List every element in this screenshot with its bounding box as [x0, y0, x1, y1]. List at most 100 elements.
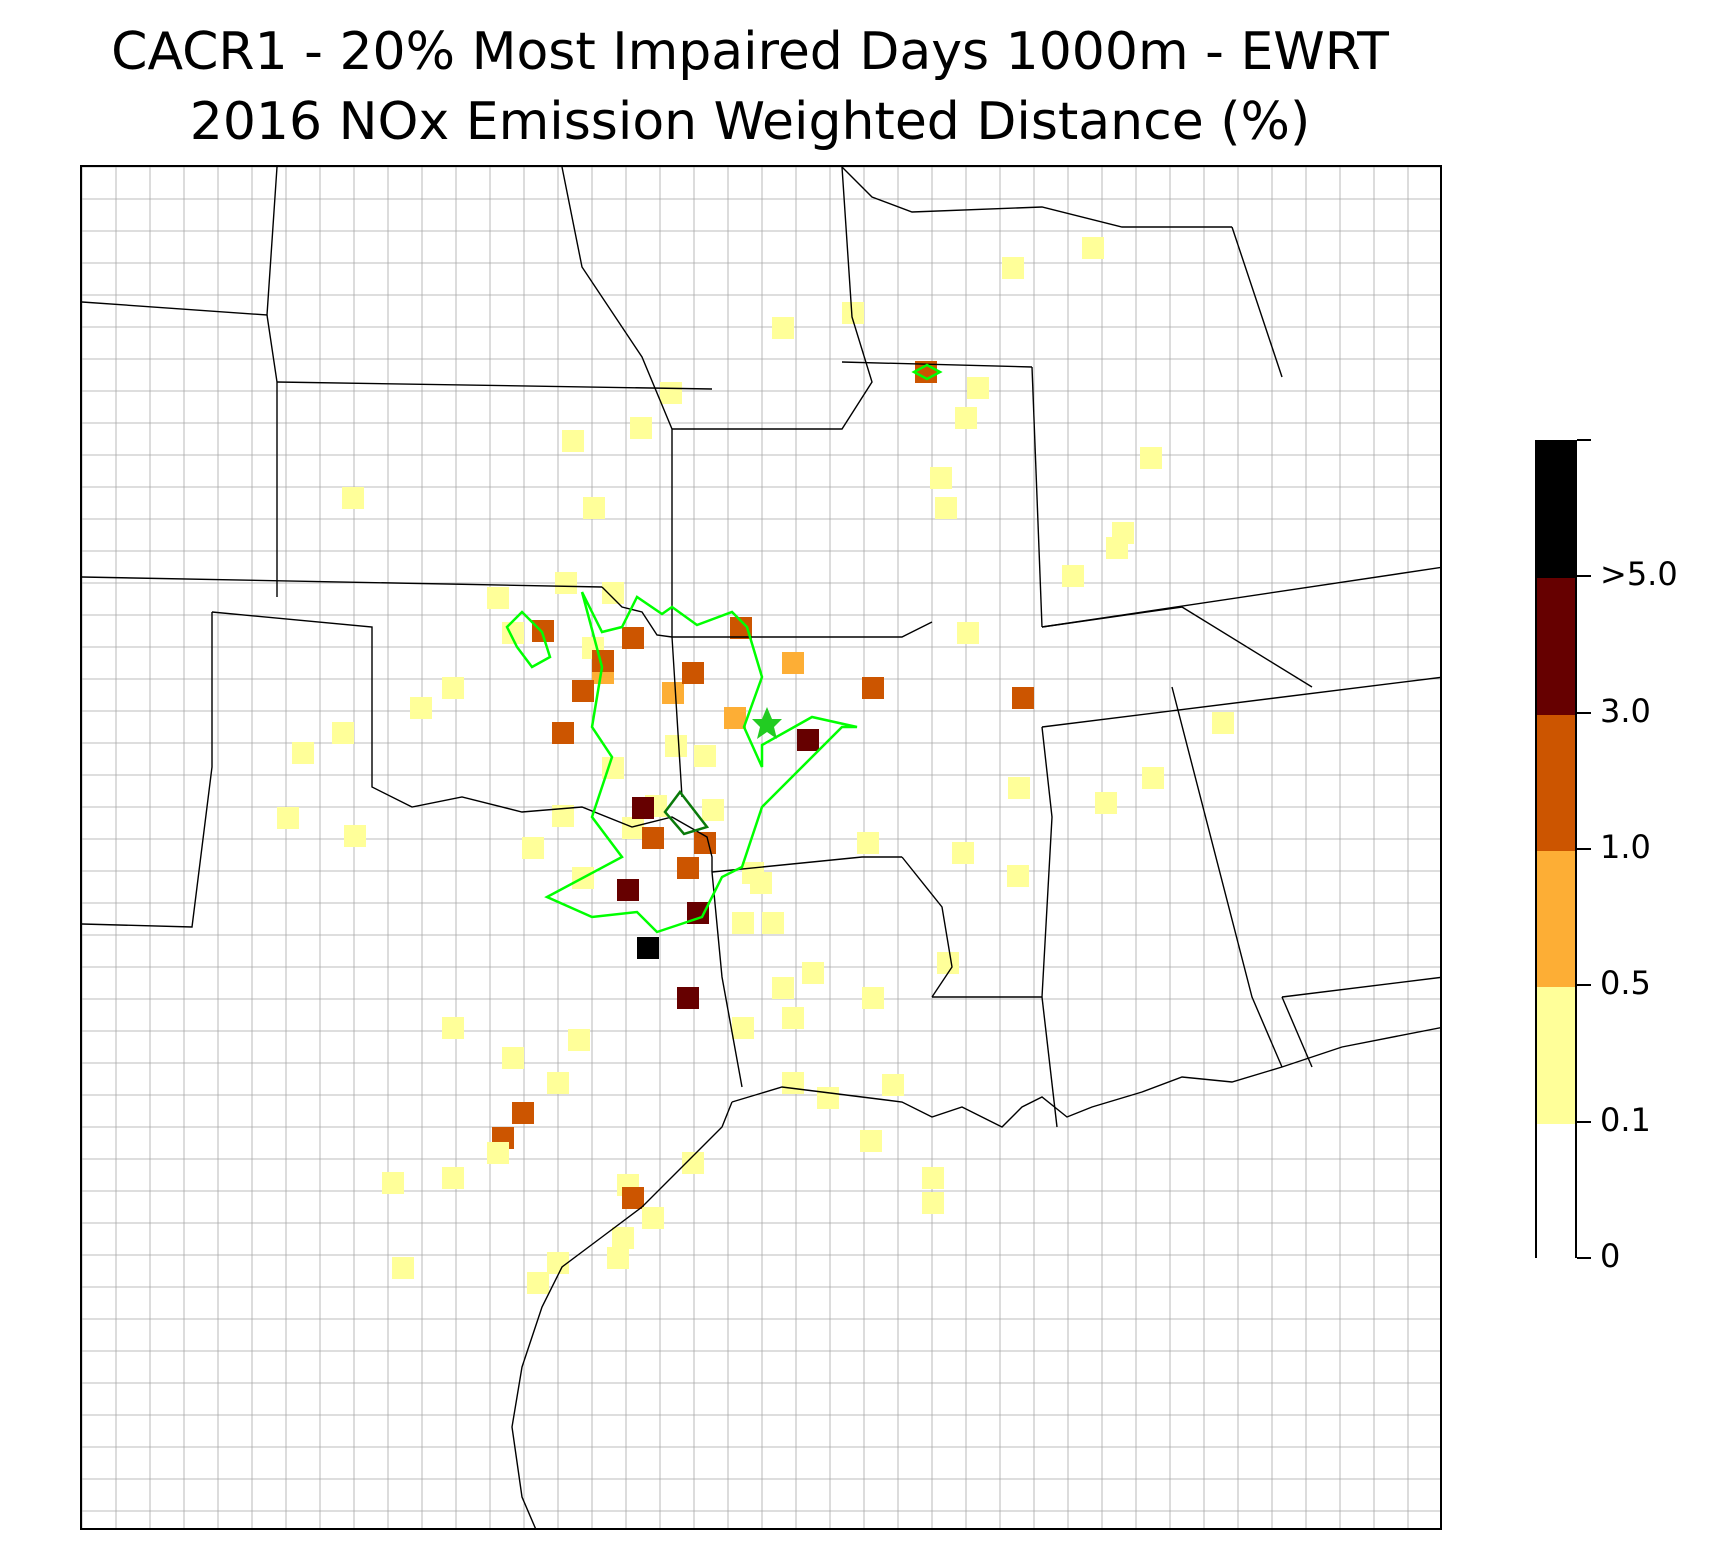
- emission-cell: [612, 1227, 634, 1249]
- state-boundary: [672, 621, 933, 638]
- emission-cell: [622, 1187, 644, 1209]
- emission-cell: [527, 1272, 549, 1294]
- emission-cell: [797, 729, 819, 751]
- emission-cell: [442, 1017, 464, 1039]
- emission-cell: [562, 430, 584, 452]
- colorbar-tick-label: 0.5: [1600, 964, 1651, 1003]
- state-boundary: [1041, 676, 1440, 728]
- emission-cell: [607, 1247, 629, 1269]
- emission-cell: [772, 977, 794, 999]
- emission-cell: [392, 1257, 414, 1279]
- state-boundary: [211, 611, 713, 872]
- colorbar-segment: [1537, 987, 1575, 1124]
- state-boundary: [711, 871, 743, 1088]
- colorbar-tick-label: >5.0: [1600, 555, 1678, 594]
- emission-cell: [382, 1172, 404, 1194]
- emission-cell: [772, 317, 794, 339]
- emission-cell: [1008, 777, 1030, 799]
- emission-cell: [682, 662, 704, 684]
- emission-cell: [622, 817, 644, 839]
- emission-cell: [687, 902, 709, 924]
- state-boundary: [561, 167, 673, 637]
- colorbar-segment: [1537, 578, 1575, 715]
- emission-cell: [922, 1192, 944, 1214]
- colorbar-tick: [1577, 439, 1591, 441]
- emission-cell: [862, 987, 884, 1009]
- outer-contour-small: [505, 610, 552, 669]
- state-boundary: [1041, 996, 1058, 1128]
- state-boundary: [82, 576, 603, 588]
- coastline: [511, 1027, 1440, 1528]
- emission-cell: [665, 735, 687, 757]
- emission-cell: [862, 677, 884, 699]
- colorbar-tick: [1577, 711, 1591, 714]
- emission-cell: [1007, 865, 1029, 887]
- emission-cell: [762, 912, 784, 934]
- emission-cell: [730, 617, 752, 639]
- state-boundary: [276, 381, 713, 390]
- emission-cell: [817, 1087, 839, 1109]
- emission-cell: [860, 1130, 882, 1152]
- emission-cell: [622, 627, 644, 649]
- emission-cell: [637, 937, 659, 959]
- state-boundary: [1281, 996, 1313, 1068]
- outer-contour-small: [911, 363, 943, 381]
- colorbar-tick: [1577, 575, 1591, 578]
- state-boundary: [1281, 976, 1440, 998]
- emission-cell: [410, 697, 432, 719]
- emission-cell: [532, 620, 554, 642]
- state-boundary: [1041, 566, 1440, 628]
- colorbar-segment: [1537, 1123, 1575, 1260]
- emission-cell: [955, 407, 977, 429]
- county-boundaries: [82, 167, 1440, 1528]
- emission-cell: [732, 1017, 754, 1039]
- emission-cell: [1062, 565, 1084, 587]
- state-boundary: [1171, 686, 1283, 1068]
- emission-cell: [782, 1072, 804, 1094]
- emission-cell: [935, 497, 957, 519]
- colorbar-tick-label: 0.1: [1600, 1100, 1651, 1139]
- map-panel: [80, 165, 1442, 1530]
- state-boundary: [841, 167, 1232, 228]
- emission-cell: [922, 1167, 944, 1189]
- state-boundary: [82, 612, 213, 928]
- emission-cell: [660, 382, 682, 404]
- colorbar-segment: [1537, 851, 1575, 988]
- emission-cell: [842, 302, 864, 324]
- receptor-star-icon: [752, 707, 782, 739]
- state-boundary: [671, 636, 683, 798]
- colorbar-segment: [1537, 442, 1575, 579]
- emission-cell: [552, 805, 574, 827]
- emission-cell: [724, 707, 746, 729]
- emission-cell: [332, 722, 354, 744]
- emission-cell: [1212, 712, 1234, 734]
- emission-cell: [957, 622, 979, 644]
- emission-cell: [1140, 447, 1162, 469]
- state-boundary: [266, 314, 278, 597]
- state-boundary: [82, 167, 278, 316]
- outer-contour: [544, 591, 858, 934]
- emission-cell: [1142, 767, 1164, 789]
- emission-cell: [937, 952, 959, 974]
- colorbar: [1535, 440, 1577, 1260]
- state-boundary: [711, 856, 902, 873]
- emission-cell: [882, 1074, 904, 1096]
- inner-contour: [663, 789, 710, 836]
- emission-cell: [552, 722, 574, 744]
- emission-cell: [572, 680, 594, 702]
- state-boundary: [1181, 606, 1313, 688]
- emission-cell: [487, 1142, 509, 1164]
- chart-title-line1: CACR1 - 20% Most Impaired Days 1000m - E…: [111, 22, 1389, 82]
- emission-cell: [442, 677, 464, 699]
- emission-cell: [677, 857, 699, 879]
- emission-cell: [602, 582, 624, 604]
- colorbar-tick-label: 1.0: [1600, 828, 1651, 866]
- emission-cell: [342, 487, 364, 509]
- emission-cell: [732, 912, 754, 934]
- emission-cell: [682, 1152, 704, 1174]
- colorbar-tick-label: 3.0: [1600, 691, 1651, 730]
- colorbar-tick: [1577, 848, 1591, 850]
- emission-cell: [512, 1102, 534, 1124]
- emission-cell: [487, 587, 509, 609]
- chart-title-line2: 2016 NOx Emission Weighted Distance (%): [189, 92, 1311, 152]
